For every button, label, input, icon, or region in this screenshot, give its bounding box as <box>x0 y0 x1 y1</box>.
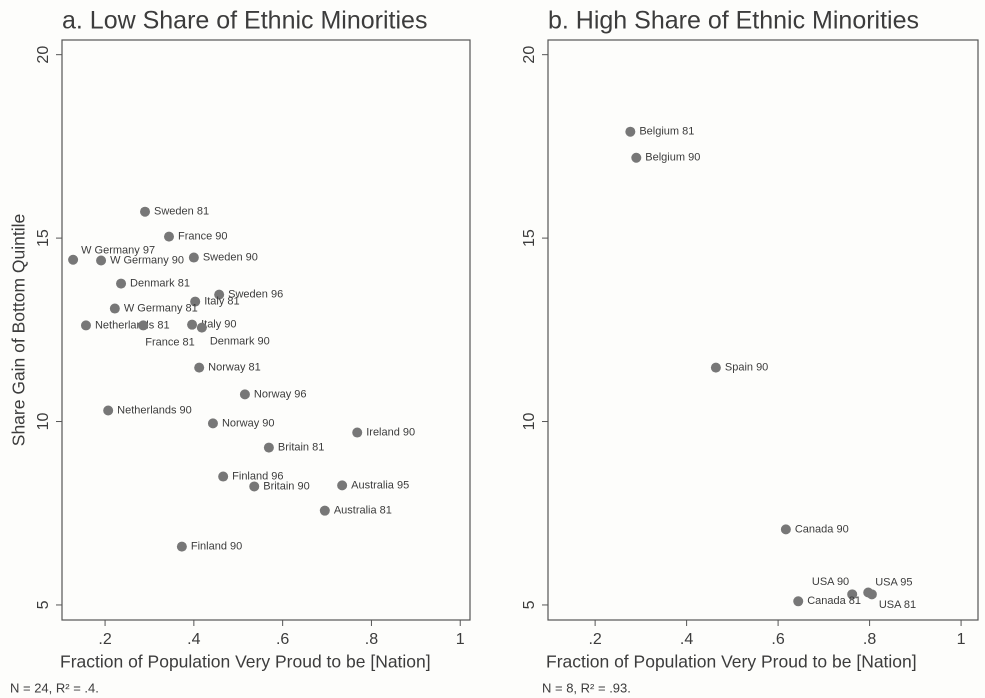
point-label: W Germany 81 <box>124 302 198 314</box>
y-tick-label: 5 <box>521 600 538 609</box>
x-tick-label: .4 <box>187 631 200 648</box>
plot-frame <box>61 39 471 621</box>
x-tick-label: .2 <box>588 631 601 648</box>
point <box>190 296 201 307</box>
point-label: France 81 <box>145 336 195 348</box>
y-tick-label: 20 <box>35 46 52 64</box>
point <box>80 320 91 331</box>
x-tick-label: .8 <box>863 631 876 648</box>
point <box>218 471 229 482</box>
point-label: Denmark 81 <box>130 277 190 289</box>
point <box>263 442 274 453</box>
x-tick-label: 1 <box>456 631 465 648</box>
point-label: Spain 90 <box>725 362 768 374</box>
point <box>96 255 107 266</box>
x-axis-label: Fraction of Population Very Proud to be … <box>546 652 917 672</box>
point-label: Ireland 90 <box>366 426 415 438</box>
point <box>140 206 151 217</box>
x-tick-label: .8 <box>365 631 378 648</box>
chart-title: a. Low Share of Ethnic Minorities <box>62 7 427 35</box>
y-tick-label: 10 <box>35 413 52 431</box>
point <box>319 505 330 516</box>
x-axis-label: Fraction of Population Very Proud to be … <box>60 652 431 672</box>
point-label: Belgium 90 <box>645 152 700 164</box>
y-tick-label: 15 <box>35 229 52 247</box>
x-tick-label: .2 <box>98 631 111 648</box>
point <box>866 589 877 600</box>
point <box>109 303 120 314</box>
point <box>631 152 642 163</box>
plot-frame <box>547 39 979 621</box>
point <box>196 322 207 333</box>
point-label: Australia 81 <box>334 505 392 517</box>
point-label: Denmark 90 <box>210 336 270 348</box>
point-label: W Germany 97 <box>81 245 155 257</box>
point-label: Australia 95 <box>351 479 409 491</box>
point-label: France 90 <box>178 231 228 243</box>
point-label: Finland 90 <box>191 541 242 553</box>
point-label: Netherlands 90 <box>117 404 192 416</box>
x-tick-label: .6 <box>771 631 784 648</box>
point-label: Sweden 81 <box>154 206 209 218</box>
point <box>103 405 114 416</box>
point <box>352 427 363 438</box>
point <box>793 596 804 607</box>
point <box>239 389 250 400</box>
point-label: Norway 90 <box>222 417 275 429</box>
y-axis-label: Share Gain of Bottom Quintile <box>9 214 29 446</box>
point-label: Britain 81 <box>278 441 324 453</box>
point <box>207 418 218 429</box>
point-label: Canada 90 <box>795 523 849 535</box>
point <box>214 289 225 300</box>
note: N = 8, R² = .93. <box>542 680 631 695</box>
y-tick-label: 10 <box>521 413 538 431</box>
point-label: Norway 96 <box>254 388 307 400</box>
x-tick-label: 1 <box>957 631 966 648</box>
point <box>780 524 791 535</box>
point <box>68 254 79 265</box>
point <box>625 126 636 137</box>
point-label: Britain 90 <box>263 480 309 492</box>
point-label: W Germany 90 <box>110 254 184 266</box>
point <box>163 231 174 242</box>
point-label: Canada 81 <box>807 595 861 607</box>
point <box>194 362 205 373</box>
point <box>249 481 260 492</box>
point-label: Italy 81 <box>204 295 239 307</box>
y-tick-label: 20 <box>521 46 538 64</box>
point-label: USA 81 <box>879 599 916 611</box>
y-tick-label: 15 <box>521 229 538 247</box>
point-label: Netherlands 81 <box>95 319 170 331</box>
point-label: Belgium 81 <box>639 126 694 138</box>
point-label: Sweden 90 <box>203 251 258 263</box>
chart-title: b. High Share of Ethnic Minorities <box>548 7 919 35</box>
point-label: USA 90 <box>812 576 849 588</box>
point <box>847 589 858 600</box>
point-label: USA 95 <box>875 576 912 588</box>
point <box>176 541 187 552</box>
point <box>710 362 721 373</box>
point <box>116 278 127 289</box>
point <box>187 319 198 330</box>
x-tick-label: .6 <box>276 631 289 648</box>
point <box>337 480 348 491</box>
x-tick-label: .4 <box>680 631 693 648</box>
y-tick-label: 5 <box>35 600 52 609</box>
point-label: Sweden 96 <box>228 289 283 301</box>
note: N = 24, R² = .4. <box>10 680 99 695</box>
point <box>138 320 149 331</box>
point-label: Finland 96 <box>232 470 283 482</box>
point <box>188 252 199 263</box>
point-label: Italy 90 <box>201 319 236 331</box>
point-label: Norway 81 <box>208 362 261 374</box>
